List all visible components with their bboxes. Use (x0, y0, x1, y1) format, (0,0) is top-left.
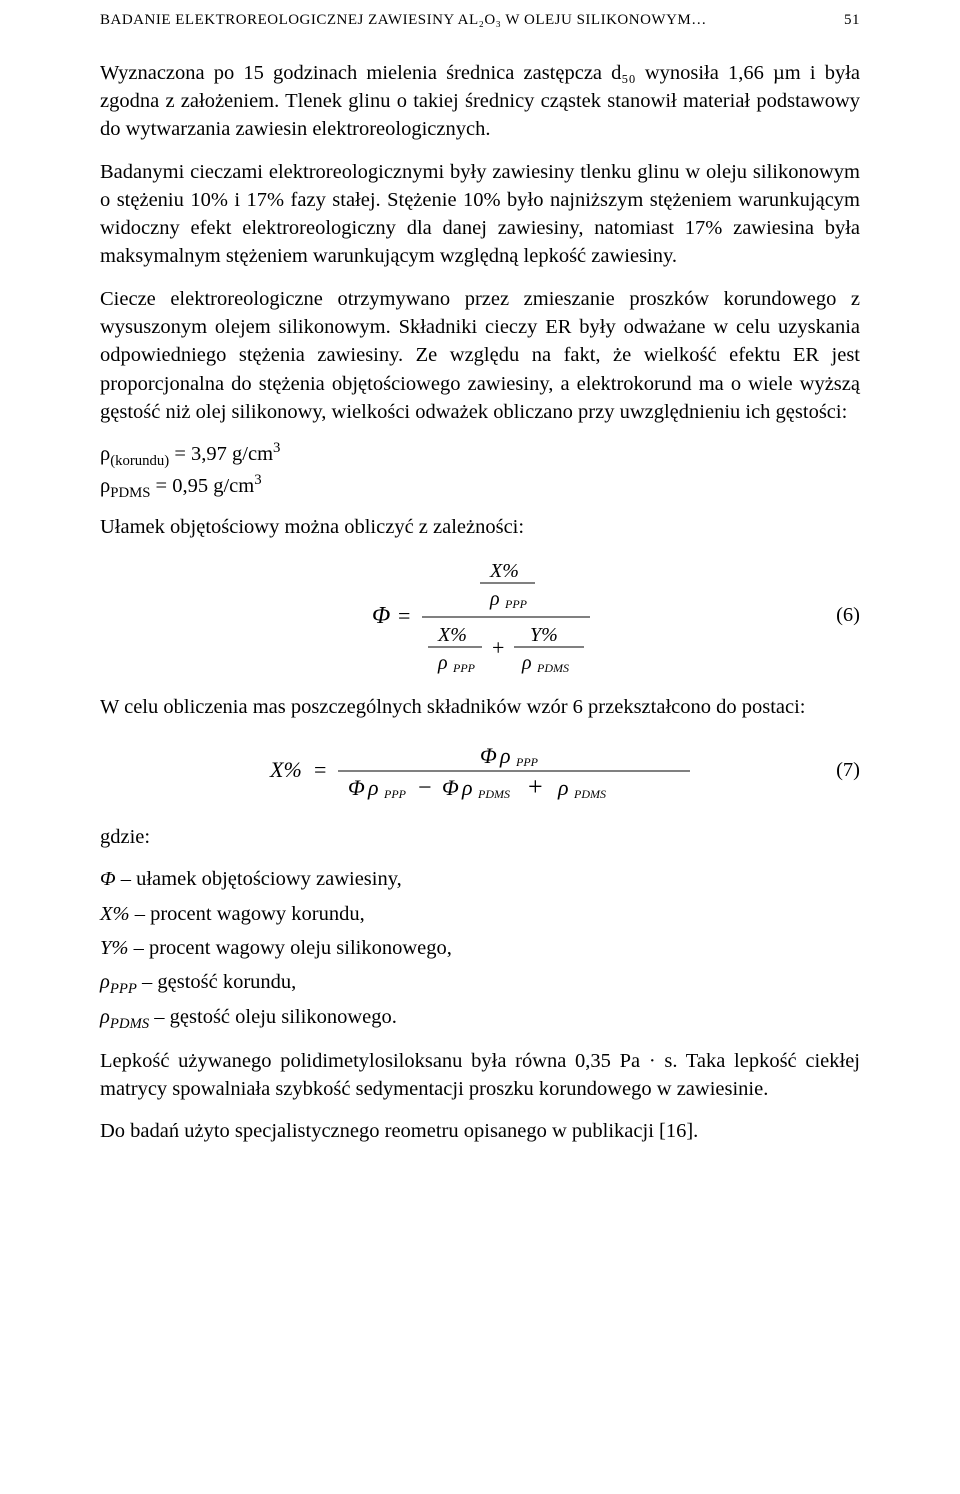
where-y-txt: – procent wagowy oleju silikonowego, (128, 937, 451, 959)
eq7-d-rho3: ρ (557, 775, 569, 800)
eq6-num-ppp: PPP (504, 597, 528, 611)
rho-sub-pdms: PDMS (110, 485, 150, 501)
eq7-d-ppp: PPP (383, 787, 407, 801)
where-intro: gdzie: (100, 823, 860, 851)
where-rhoppp-sym: ρ (100, 971, 110, 993)
rho-symbol: ρ (100, 443, 110, 465)
eq7-num-ppp: PPP (515, 755, 539, 769)
where-rhopdms-txt: – gęstość oleju silikonowego. (149, 1006, 397, 1028)
eq6-eq: = (398, 603, 410, 628)
where-rhopdms-sym: ρ (100, 1006, 110, 1028)
where-rhoppp-sub: PPP (110, 981, 137, 997)
where-item-rho-pdms: ρPDMS – gęstość oleju silikonowego. (100, 1003, 860, 1031)
where-phi-sym: Φ (100, 868, 116, 890)
equation-7-svg: X% = Φ ρ PPP Φ ρ PPP − Φ ρ PDMS + ρ PDMS (260, 735, 700, 805)
paragraph-1: Wyznaczona po 15 godzinach mielenia śred… (100, 59, 860, 144)
running-head: BADANIE ELEKTROREOLOGICZNEJ ZAWIESINY AL… (100, 0, 860, 59)
eq7-plus: + (528, 772, 543, 801)
density2-value: = 0,95 g/cm (150, 475, 254, 497)
eq6-den-y: Y% (530, 624, 558, 646)
density-korund: ρ(korundu) = 3,97 g/cm3 (100, 440, 860, 468)
running-head-text: BADANIE ELEKTROREOLOGICZNEJ ZAWIESINY AL… (100, 12, 707, 28)
eq7-d-pdms2: PDMS (573, 787, 606, 801)
eq7-d-pdms1: PDMS (477, 787, 510, 801)
density1-value: = 3,97 g/cm (169, 443, 273, 465)
eq7-num-rho: ρ (499, 743, 511, 768)
where-item-y: Y% – procent wagowy oleju silikonowego, (100, 934, 860, 962)
eq7-d-phi2: Φ (442, 775, 459, 800)
where-x-sym: X% (100, 903, 130, 925)
equation-7: X% = Φ ρ PPP Φ ρ PPP − Φ ρ PDMS + ρ PDMS (100, 735, 860, 805)
paragraph-7: Do badań użyto specjalistycznego reometr… (100, 1117, 860, 1145)
where-item-x: X% – procent wagowy korundu, (100, 900, 860, 928)
eq7-eq: = (314, 757, 326, 782)
paragraph-6: Lepkość używanego polidimetylosiloksanu … (100, 1047, 860, 1104)
eq6-plus: + (492, 635, 504, 660)
where-rhopdms-sub: PDMS (110, 1016, 149, 1032)
eq6-phi: Φ (372, 603, 390, 629)
eq6-den-x: X% (437, 624, 467, 646)
where-x-txt: – procent wagowy korundu, (130, 903, 365, 925)
where-item-rho-ppp: ρPPP – gęstość korundu, (100, 968, 860, 996)
eq7-num-phi: Φ (480, 743, 497, 768)
density2-exp: 3 (254, 473, 261, 489)
equation-6-number: (6) (836, 601, 860, 629)
eq6-num-rho: ρ (489, 588, 500, 610)
eq7-d-phi1: Φ (348, 775, 365, 800)
equation-6-svg: Φ = X% ρ PPP X% ρ PPP + Y% ρ (330, 555, 630, 675)
eq7-xpct: X% (269, 757, 302, 782)
where-phi-txt: – ułamek objętościowy zawiesiny, (116, 868, 402, 890)
eq6-den-rho1: ρ (437, 652, 448, 674)
density1-exp: 3 (273, 440, 280, 456)
eq7-d-rho2: ρ (461, 775, 473, 800)
where-rhoppp-txt: – gęstość korundu, (137, 971, 296, 993)
equation-6: Φ = X% ρ PPP X% ρ PPP + Y% ρ (100, 555, 860, 675)
page-number: 51 (844, 10, 860, 31)
rho-sub-korund: (korundu) (110, 453, 169, 469)
eq7-d-rho1: ρ (367, 775, 379, 800)
where-list: Φ – ułamek objętościowy zawiesiny, X% – … (100, 865, 860, 1030)
equation-7-number: (7) (836, 756, 860, 784)
eq6-den-rho2: ρ (521, 652, 532, 674)
paragraph-5: W celu obliczenia mas poszczególnych skł… (100, 693, 860, 721)
paragraph-3: Ciecze elektroreologiczne otrzymywano pr… (100, 285, 860, 426)
eq6-den-ppp: PPP (452, 661, 476, 675)
density-pdms: ρPDMS = 0,95 g/cm3 (100, 472, 860, 500)
paragraph-4: Ułamek objętościowy można obliczyć z zal… (100, 513, 860, 541)
rho-symbol-2: ρ (100, 475, 110, 497)
eq6-den-pdms: PDMS (536, 661, 569, 675)
paragraph-2: Badanymi cieczami elektroreologicznymi b… (100, 158, 860, 271)
page: BADANIE ELEKTROREOLOGICZNEJ ZAWIESINY AL… (0, 0, 960, 1494)
where-y-sym: Y% (100, 937, 128, 959)
where-item-phi: Φ – ułamek objętościowy zawiesiny, (100, 865, 860, 893)
eq6-num-x: X% (489, 560, 519, 582)
eq7-minus: − (418, 775, 432, 801)
